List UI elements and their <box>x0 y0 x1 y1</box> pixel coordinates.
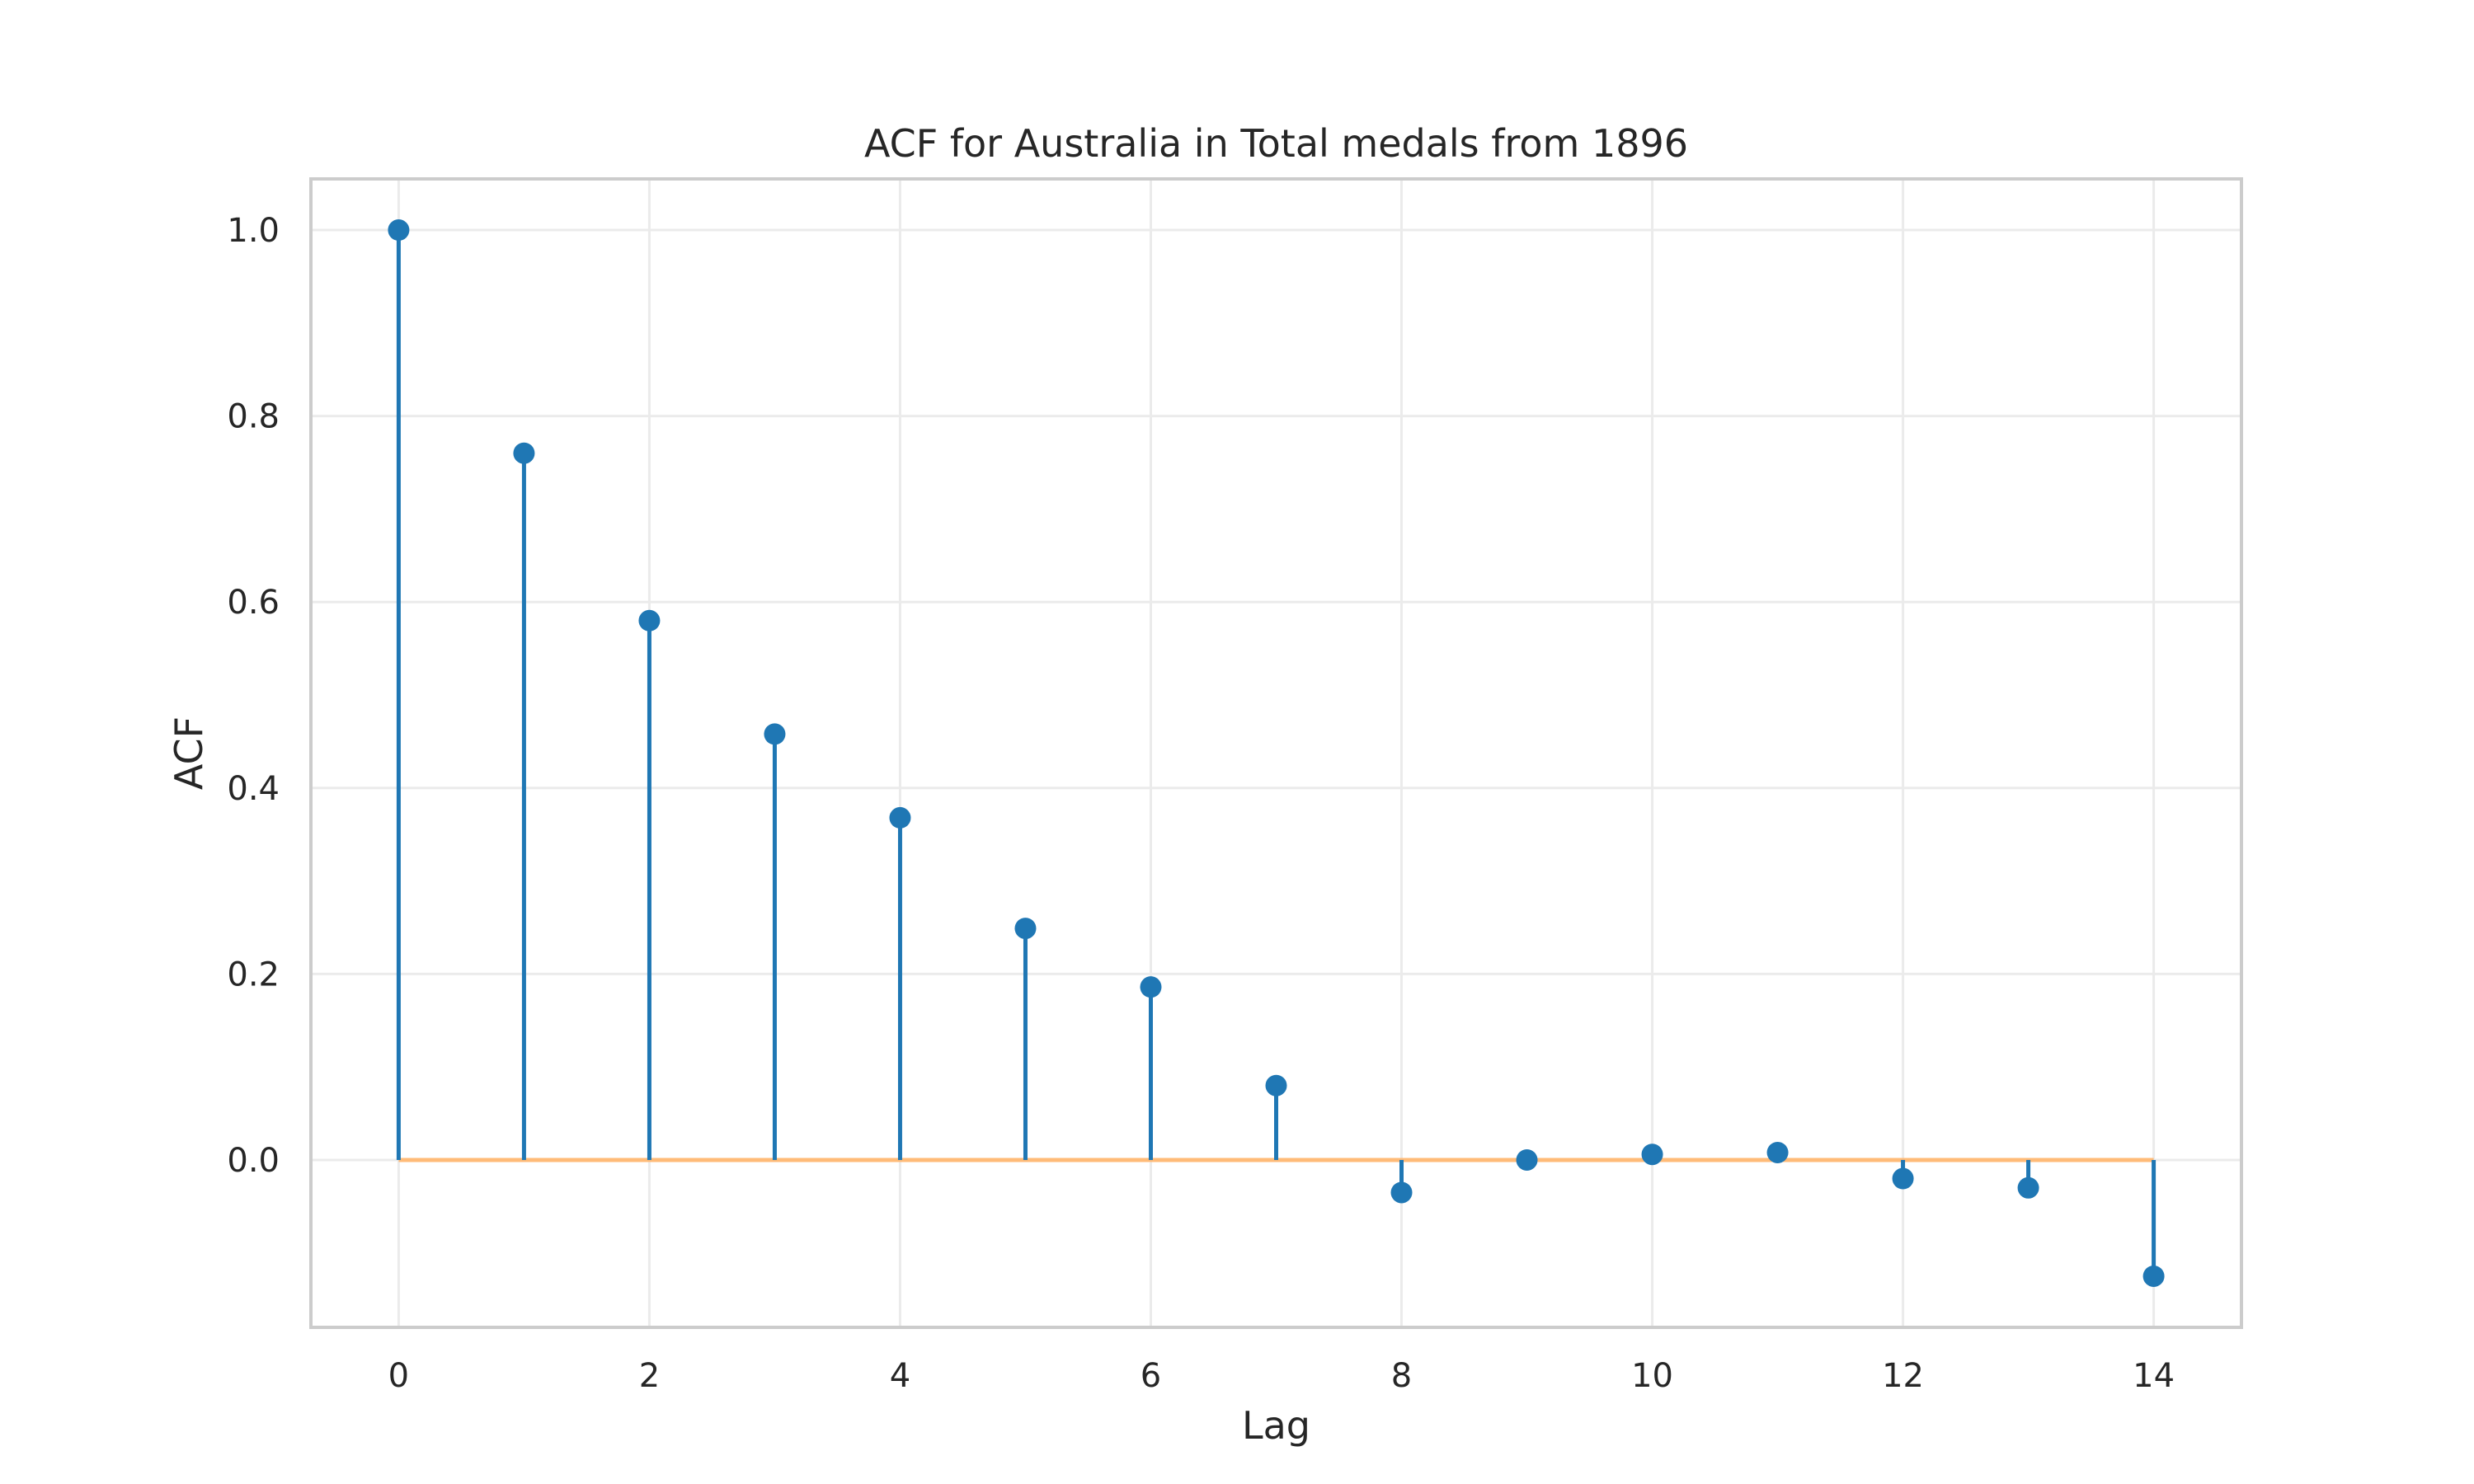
x-tick-label: 0 <box>388 1357 409 1395</box>
grid-lines <box>311 179 2241 1327</box>
x-tick-label: 8 <box>1391 1357 1412 1395</box>
y-tick-label: 0.4 <box>227 770 280 808</box>
y-axis-label: ACF <box>167 716 211 790</box>
acf-point <box>388 219 410 242</box>
y-tick-label: 0.8 <box>227 398 280 436</box>
acf-point <box>2142 1265 2165 1287</box>
acf-point <box>1014 918 1037 940</box>
acf-point <box>1265 1074 1287 1097</box>
acf-stems <box>396 230 2157 1276</box>
acf-point <box>764 723 786 745</box>
acf-point <box>1766 1141 1789 1163</box>
acf-point <box>1390 1181 1413 1204</box>
x-tick-label: 10 <box>1631 1357 1673 1395</box>
x-tick-label: 12 <box>1882 1357 1924 1395</box>
acf-point <box>1892 1167 1914 1190</box>
acf-point <box>638 609 661 632</box>
plot-frame <box>309 177 2243 1329</box>
acf-point <box>1140 976 1162 998</box>
y-tick-label: 0.6 <box>227 584 280 622</box>
acf-point <box>1516 1148 1538 1171</box>
x-axis-label: Lag <box>1242 1403 1310 1448</box>
y-tick-label: 1.0 <box>227 212 280 250</box>
x-tick-label: 2 <box>639 1357 660 1395</box>
acf-markers <box>388 219 2165 1287</box>
chart-title: ACF for Australia in Total medals from 1… <box>864 121 1688 166</box>
x-tick-label: 14 <box>2133 1357 2175 1395</box>
acf-point <box>1641 1144 1663 1166</box>
acf-point <box>2017 1176 2039 1199</box>
x-tick-label: 6 <box>1141 1357 1161 1395</box>
y-tick-labels: 0.0 0.2 0.4 0.6 0.8 1.0 <box>227 212 280 1180</box>
x-tick-labels: 0 2 4 6 8 10 12 14 <box>388 1357 2175 1395</box>
acf-point <box>513 442 535 464</box>
x-tick-label: 4 <box>890 1357 910 1395</box>
y-tick-label: 0.0 <box>227 1142 280 1180</box>
acf-point <box>889 806 911 829</box>
y-tick-label: 0.2 <box>227 956 280 993</box>
